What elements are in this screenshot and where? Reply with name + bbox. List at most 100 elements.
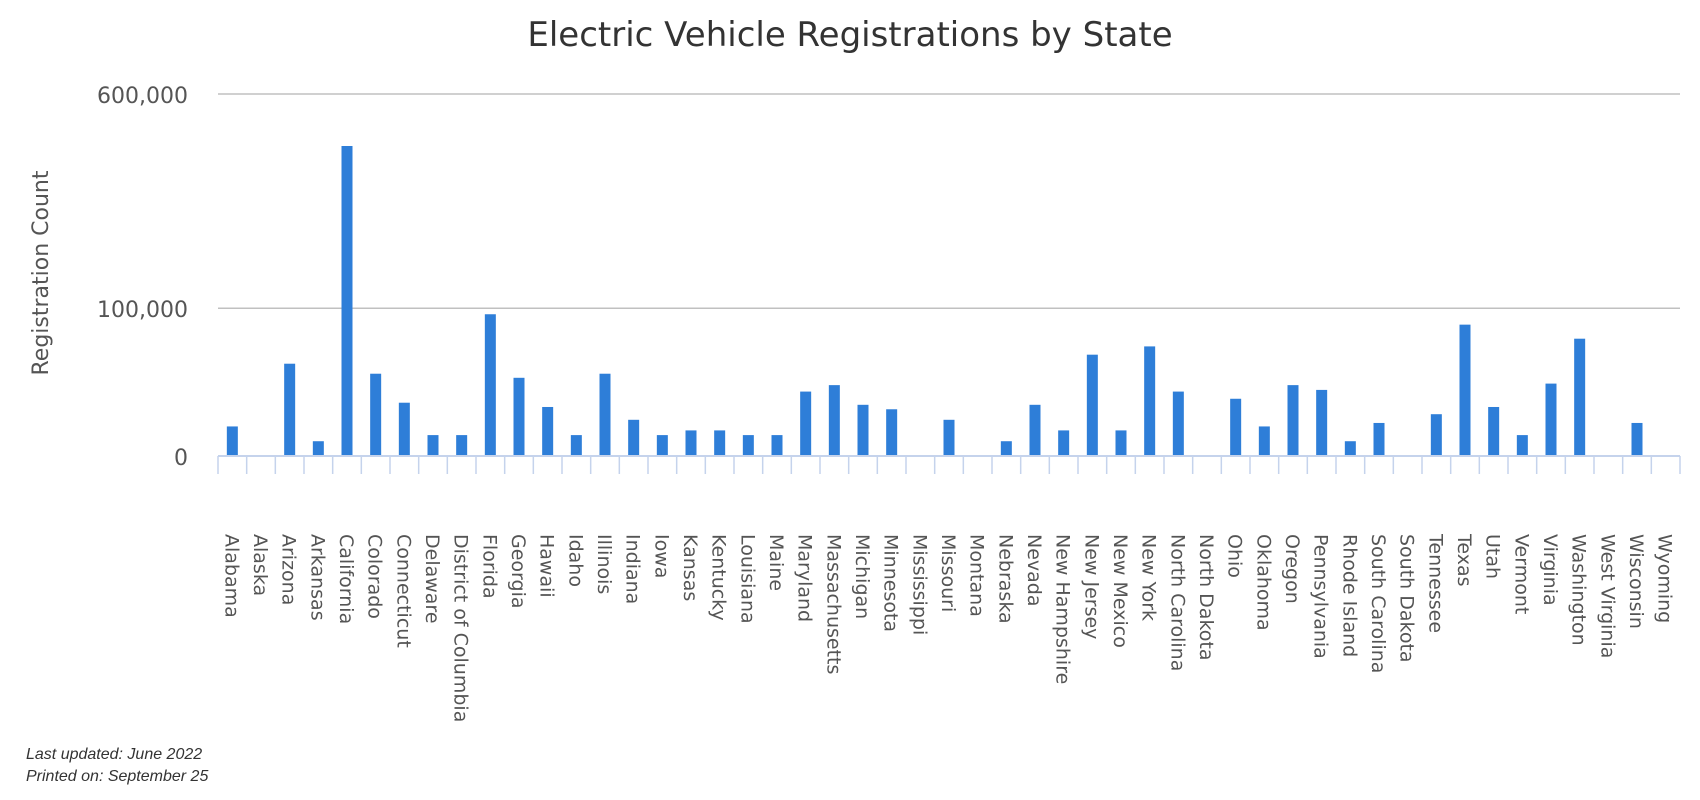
x-tick-label: Ohio [1224,534,1246,578]
bar [1545,383,1557,456]
bar [570,435,582,456]
bar [1459,324,1471,456]
x-tick-label: South Carolina [1367,534,1389,673]
x-tick-label: California [335,534,357,624]
x-tick-label: New York [1138,534,1160,621]
bar [800,391,812,456]
x-tick-label: Virginia [1539,534,1561,606]
bar [1631,422,1643,456]
x-tick-label: New Jersey [1080,534,1102,639]
bar [398,402,410,456]
bar [1287,385,1299,456]
bar [370,373,382,456]
bar [456,435,468,456]
x-tick-label: North Dakota [1195,534,1217,661]
x-tick-label: West Virginia [1596,534,1618,658]
x-tick-label: Wyoming [1654,534,1676,623]
x-tick-label: North Carolina [1166,534,1188,671]
bar [312,441,324,456]
x-tick-label: New Hampshire [1052,534,1074,684]
x-tick-label: Michigan [851,534,873,619]
gridlines [218,93,1680,309]
x-tick-label: South Dakota [1396,534,1418,663]
x-tick-label: Indiana [622,534,644,604]
x-tick-label: Iowa [650,534,672,578]
x-tick-label: Texas [1453,533,1475,587]
bar [1488,406,1500,456]
bar [284,363,296,456]
bar [1516,435,1528,456]
bar [886,409,898,456]
y-tick-label: 600,000 [97,84,188,109]
bar [943,419,955,456]
x-axis [217,455,1681,474]
x-tick-label: Georgia [507,534,529,609]
y-axis-label: Registration Count [29,170,54,375]
x-tick-label: Idaho [564,534,586,587]
x-tick-label: Delaware [421,534,443,624]
y-tick-label: 0 [174,446,188,471]
x-tick-label: Alaska [249,534,271,596]
bar [1029,404,1041,456]
bar [513,377,525,456]
x-tick-label: Nebraska [994,534,1016,624]
x-tick-label: Utah [1482,534,1504,579]
x-tick-label: Louisiana [736,534,758,624]
bar [1230,398,1242,456]
x-tick-label: Maryland [794,534,816,622]
x-tick-label: Montana [966,534,988,617]
bar [1430,414,1442,456]
x-tick-label: Oklahoma [1252,534,1274,631]
bar [1574,338,1586,456]
printed-on-note: Printed on: September 25 [26,768,209,785]
x-tick-label: Rhode Island [1338,534,1360,657]
x-tick-label: Connecticut [392,534,414,648]
x-tick-label: Oregon [1281,534,1303,604]
bar [226,426,238,456]
bar [1373,422,1385,456]
x-tick-label: New Mexico [1109,534,1131,648]
x-axis-labels: Alabama Alaska Arizona Arkansas California Co… [220,533,1675,722]
bar [628,419,640,456]
x-tick-label: Arizona [278,534,300,605]
bar [1086,354,1098,456]
bar [1344,441,1356,456]
bar [771,435,783,456]
bar [1316,389,1328,456]
x-tick-label: Vermont [1510,534,1532,614]
bar [341,146,353,457]
bar [1258,426,1270,456]
x-tick-label: Massachusetts [822,534,844,674]
x-tick-label: Missouri [937,534,959,612]
x-tick-label: Alabama [220,534,242,618]
bar [742,435,754,456]
x-tick-label: Pennsylvania [1310,534,1332,659]
bar [1144,346,1156,456]
bar [714,430,726,456]
y-axis-ticks: 0 100,000 600,000 [97,84,188,471]
x-tick-label: Colorado [364,534,386,619]
x-tick-label: Kansas [679,534,701,601]
x-tick-label: Arkansas [306,534,328,621]
bar [1115,430,1127,456]
x-tick-label: Kentucky [708,534,730,621]
x-tick-label: Nevada [1023,534,1045,607]
x-tick-label: Mississippi [908,534,930,635]
x-tick-label: Wisconsin [1625,534,1647,629]
x-tick-label: Illinois [593,534,615,594]
y-tick-label: 100,000 [97,298,188,323]
bar [599,373,611,456]
bar [828,385,840,456]
bar [484,314,496,456]
x-tick-label: Maine [765,534,787,591]
x-tick-label: District of Columbia [450,534,472,722]
bar [685,430,697,456]
bar [656,435,668,456]
bar [857,404,869,456]
bar [542,406,554,456]
x-tick-label: Hawaii [536,534,558,598]
chart-title: Electric Vehicle Registrations by State [527,15,1172,55]
x-tick-label: Tennessee [1424,533,1446,633]
x-tick-label: Florida [478,534,500,599]
